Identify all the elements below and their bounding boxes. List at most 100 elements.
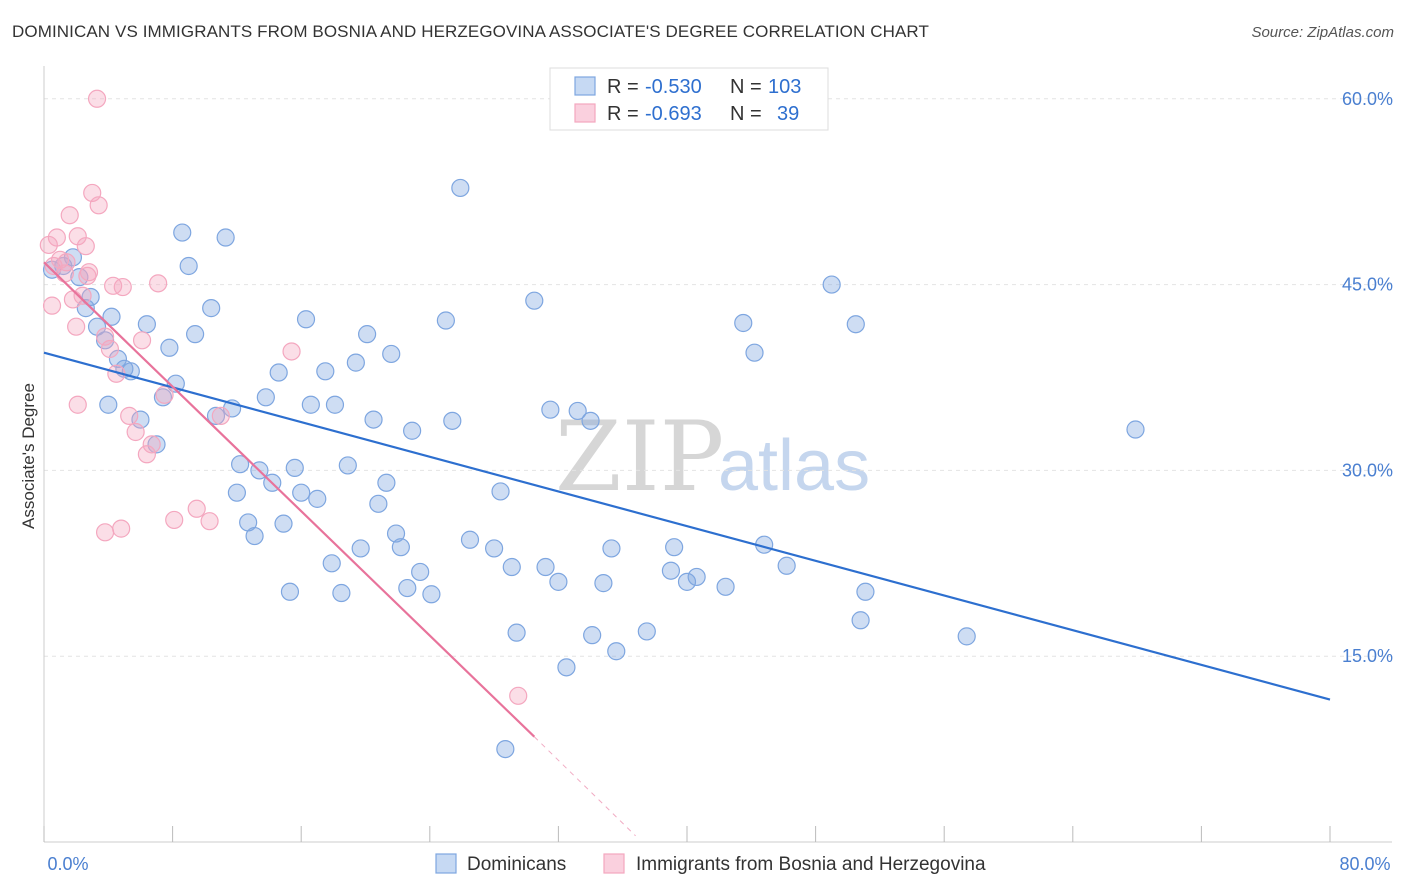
bosnia-point xyxy=(67,317,86,336)
dominican-point xyxy=(581,411,600,430)
dominican-point xyxy=(602,539,621,558)
dominican-point xyxy=(661,561,681,580)
y-tick-label: 45.0% xyxy=(1342,275,1393,295)
dominican-point xyxy=(851,611,870,630)
dominican-point xyxy=(856,582,875,601)
dominican-point xyxy=(280,582,300,601)
source-label: Source: ZipAtlas.com xyxy=(1251,24,1394,41)
bosnia-point xyxy=(78,266,97,286)
dominican-point xyxy=(245,526,264,546)
dominican-point xyxy=(525,291,544,310)
dominican-point xyxy=(398,578,417,598)
bosnia-point xyxy=(165,510,184,530)
bosnia-point xyxy=(137,445,156,464)
dominican-point xyxy=(186,325,205,344)
dominican-point xyxy=(507,623,526,642)
dominican-point xyxy=(665,538,684,557)
dominican-point xyxy=(137,315,156,334)
bottom-legend-swatch-dominicans xyxy=(435,853,457,874)
bosnia-trend-line xyxy=(43,261,536,738)
legend-swatch-bosnia xyxy=(574,103,596,123)
dominican-point xyxy=(173,223,192,242)
bosnia-point xyxy=(187,499,206,518)
bosnia-point xyxy=(73,286,92,305)
dominican-point xyxy=(301,395,320,414)
bosnia-point xyxy=(68,395,87,414)
bosnia-point xyxy=(149,274,168,293)
dominican-point xyxy=(502,557,521,577)
bosnia-point xyxy=(89,196,108,215)
dominican-point xyxy=(443,411,462,430)
dominican-point xyxy=(316,362,335,381)
dominican-point xyxy=(491,482,510,501)
bosnia-point xyxy=(47,228,66,247)
dominican-point xyxy=(745,343,764,362)
trend-lines xyxy=(43,261,1331,837)
legend-swatch-dominicans xyxy=(574,76,596,96)
dominican-point xyxy=(147,435,166,454)
dominican-point xyxy=(256,388,275,407)
legend-n-value-1: 103 xyxy=(768,76,801,98)
dominican-point xyxy=(411,562,430,582)
dominican-point xyxy=(296,310,316,329)
chart-title: DOMINICAN VS IMMIGRANTS FROM BOSNIA AND … xyxy=(12,22,929,41)
bosnia-point xyxy=(282,342,301,361)
dominican-point xyxy=(734,313,753,333)
y-tick-label: 60.0% xyxy=(1342,89,1393,109)
dominican-point xyxy=(179,256,198,276)
bosnia-point xyxy=(76,237,95,256)
dominican-point xyxy=(227,483,246,502)
dominican-point xyxy=(160,338,179,357)
bosnia-point xyxy=(211,406,230,425)
bosnia-trend-extension xyxy=(533,736,636,837)
y-axis-label: Associate's Degree xyxy=(19,383,38,529)
dominican-point xyxy=(485,539,504,558)
dominican-point xyxy=(391,538,410,557)
legend-r-label-1: R = xyxy=(607,76,639,98)
bottom-legend-swatch-bosnia xyxy=(603,853,625,874)
bosnia-point xyxy=(142,435,161,454)
dominican-point xyxy=(777,556,796,575)
y-tick-label: 15.0% xyxy=(1342,646,1393,666)
dominican-point xyxy=(451,178,470,198)
y-tick-label: 30.0% xyxy=(1342,460,1393,480)
legend-r-value-2: -0.693 xyxy=(645,103,702,125)
watermark-zip: ZIP xyxy=(555,401,724,513)
x-tick-label: 80.0% xyxy=(1339,854,1390,874)
bosnia-point xyxy=(126,422,145,442)
legend-n-label-2: N = xyxy=(730,103,762,125)
dominican-point xyxy=(822,275,841,294)
dominican-point xyxy=(382,344,401,364)
dominican-point xyxy=(322,554,341,573)
legend-n-label-1: N = xyxy=(730,76,762,98)
bosnia-point xyxy=(120,406,139,425)
bosnia-point xyxy=(95,523,115,542)
legend-r-label-2: R = xyxy=(607,103,639,125)
gridlines xyxy=(44,98,1392,657)
dominican-point xyxy=(557,658,576,677)
dominican-point xyxy=(422,585,441,604)
dominican-point xyxy=(332,583,351,603)
dominican-point xyxy=(285,458,304,478)
dominican-point xyxy=(308,489,327,508)
bosnia-point xyxy=(100,339,120,359)
legend-r-value-1: -0.530 xyxy=(645,76,702,98)
dominican-point xyxy=(231,455,250,474)
dominican-point xyxy=(346,353,365,372)
dominican-point xyxy=(364,410,383,429)
bosnia-point xyxy=(113,277,132,297)
dominican-point xyxy=(957,627,976,646)
dominican-point xyxy=(677,572,697,591)
dominican-point xyxy=(386,524,406,543)
dominican-point xyxy=(351,539,370,558)
bosnia-point xyxy=(155,385,174,404)
bosnia-point xyxy=(60,206,79,225)
dominican-point xyxy=(102,307,121,326)
bosnia-point xyxy=(200,512,219,531)
dominican-point xyxy=(637,622,656,641)
dominican-point xyxy=(269,363,288,382)
legend-n-value-2: 39 xyxy=(777,103,799,125)
dominican-point xyxy=(716,577,735,596)
watermark-atlas: atlas xyxy=(718,426,870,506)
